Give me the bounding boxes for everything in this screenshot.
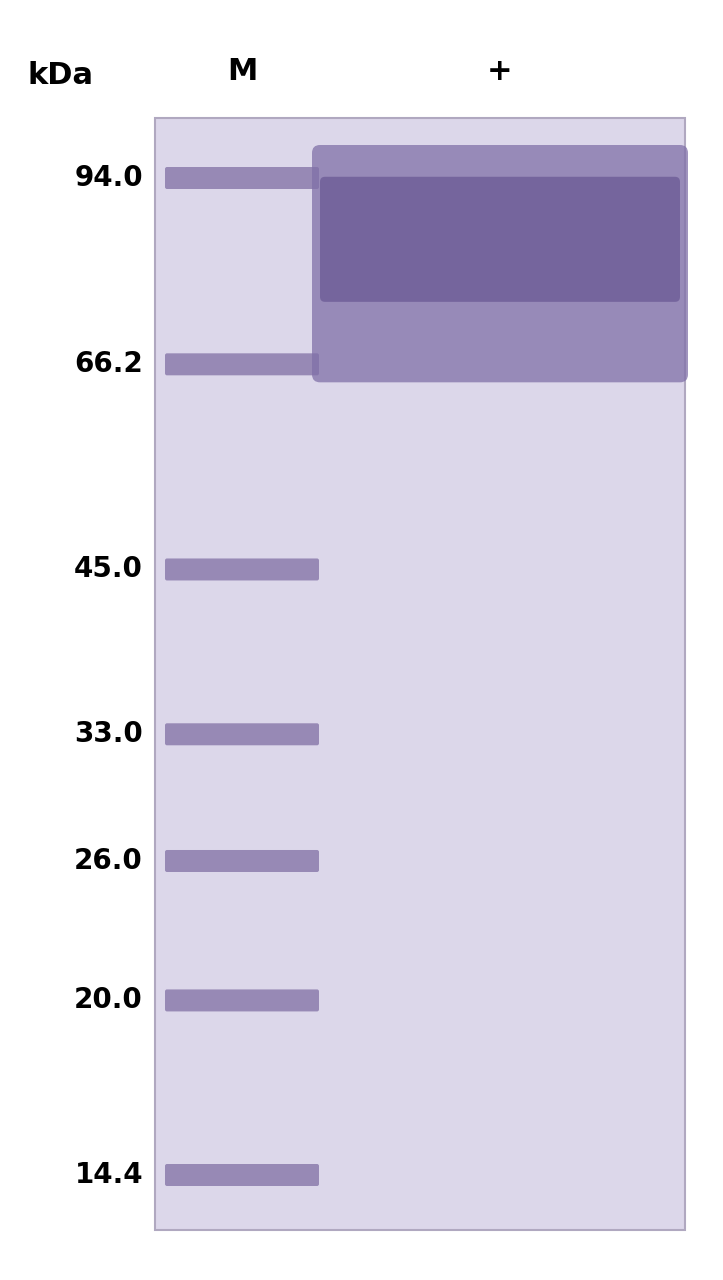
Text: +: + [487, 58, 513, 87]
Text: 66.2: 66.2 [74, 351, 143, 379]
FancyBboxPatch shape [155, 118, 685, 1230]
Text: M: M [227, 58, 257, 87]
FancyBboxPatch shape [312, 145, 688, 383]
FancyBboxPatch shape [165, 166, 319, 189]
Text: 94.0: 94.0 [74, 164, 143, 192]
Text: 20.0: 20.0 [74, 987, 143, 1015]
Text: kDa: kDa [27, 60, 93, 90]
FancyBboxPatch shape [165, 850, 319, 872]
FancyBboxPatch shape [165, 723, 319, 745]
Text: 26.0: 26.0 [74, 847, 143, 876]
FancyBboxPatch shape [165, 353, 319, 375]
FancyBboxPatch shape [165, 558, 319, 580]
FancyBboxPatch shape [165, 989, 319, 1011]
Text: 45.0: 45.0 [74, 556, 143, 584]
Text: 14.4: 14.4 [74, 1161, 143, 1189]
FancyBboxPatch shape [320, 177, 680, 302]
Text: 33.0: 33.0 [74, 721, 143, 749]
FancyBboxPatch shape [165, 1164, 319, 1187]
